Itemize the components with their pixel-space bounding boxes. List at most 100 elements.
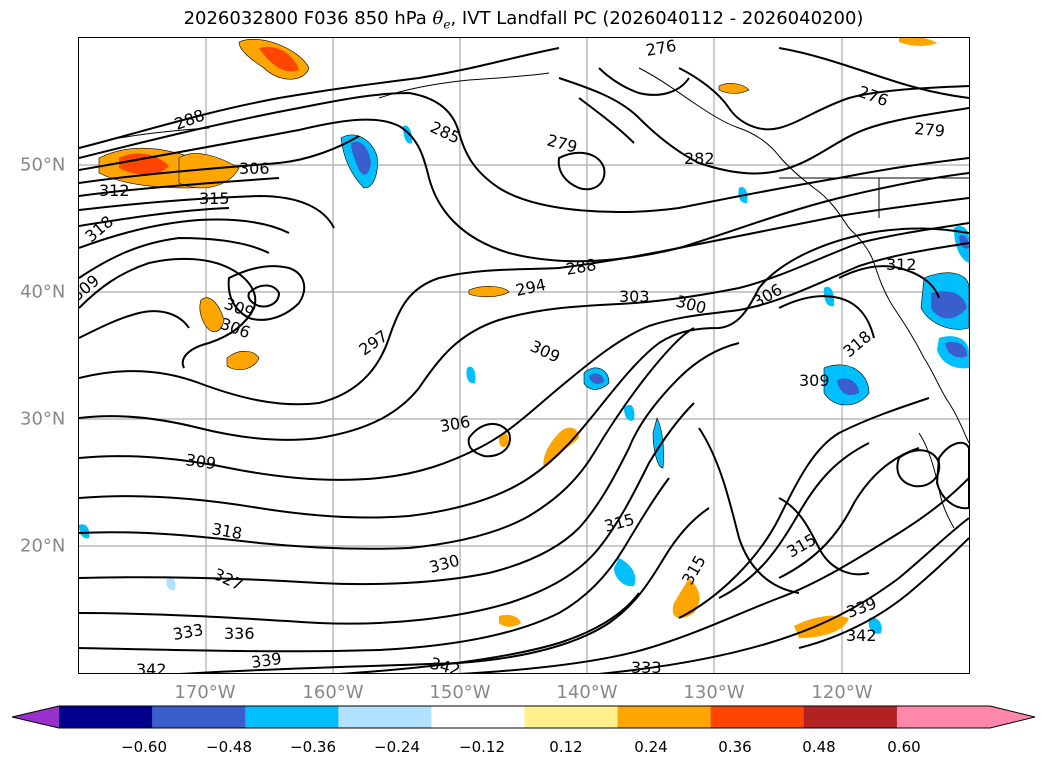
- pc-negative-region: [351, 141, 371, 175]
- colorbar-segment: [431, 706, 525, 728]
- contour-label: 318: [81, 212, 117, 246]
- pc-negative-region: [624, 404, 635, 421]
- pc-positive-region: [468, 286, 510, 298]
- contour-label: 279: [545, 131, 579, 157]
- pc-positive-region: [899, 38, 937, 46]
- colorbar-segment: [617, 706, 712, 728]
- x-tick-label: 130°W: [683, 682, 745, 703]
- colorbar-segment: [59, 706, 153, 728]
- map-title: 2026032800 F036 850 hPa θe, IVT Landfall…: [0, 8, 1047, 32]
- pc-positive-region: [543, 427, 579, 468]
- contour-label: 312: [886, 255, 917, 274]
- pc-negative-region: [589, 373, 604, 384]
- colorbar: [11, 705, 1036, 729]
- colorbar-tick-label: −0.24: [374, 738, 420, 756]
- contour-label: 306: [239, 159, 270, 178]
- contour-label: 342: [428, 654, 462, 674]
- contour-label: 309: [527, 336, 563, 366]
- title-theta-symbol: θ: [432, 8, 444, 29]
- colorbar-tick-label: −0.12: [459, 738, 505, 756]
- pc-positive-region: [226, 350, 260, 371]
- y-tick-label: 20°N: [20, 535, 66, 557]
- contour-label: 312: [99, 181, 130, 200]
- colorbar-tick-label: −0.36: [290, 738, 336, 756]
- pc-negative-region: [931, 291, 967, 319]
- contour-label: 294: [514, 275, 548, 300]
- colorbar-segment: [710, 706, 805, 728]
- colorbar-extend-min: [12, 706, 59, 728]
- colorbar-tick-label: 0.12: [549, 738, 583, 756]
- pc-negative-region: [614, 558, 636, 587]
- colorbar-segment: [152, 706, 246, 728]
- colorbar-tick-label: 0.48: [802, 738, 836, 756]
- colorbar-tick-label: −0.60: [121, 738, 167, 756]
- colorbar-tick-label: 0.24: [634, 738, 668, 756]
- x-tick-label: 150°W: [429, 682, 491, 703]
- pc-negative-region: [868, 617, 882, 634]
- contour-label: 318: [839, 327, 875, 361]
- colorbar-segments: [12, 706, 1035, 728]
- coastlines: [118, 67, 969, 529]
- pc-negative-region: [652, 417, 664, 469]
- x-tick-label: 140°W: [556, 682, 618, 703]
- pc-positive-region: [672, 578, 700, 619]
- map-svg: 276 276 279 279 282 285 288 288 294 297 …: [79, 38, 969, 674]
- contour-label: 330: [427, 551, 461, 577]
- y-tick-label: 30°N: [20, 408, 66, 430]
- title-subscript: e: [443, 17, 451, 32]
- contour-label: 306: [438, 412, 471, 436]
- y-tick-label: 40°N: [20, 281, 66, 303]
- contour-label: 276: [644, 38, 677, 60]
- title-suffix: , IVT Landfall PC (2026040112 - 20260402…: [450, 8, 864, 29]
- contour-label: 333: [171, 620, 204, 644]
- pc-positive-region: [178, 153, 240, 189]
- contour-label: 309: [799, 371, 830, 390]
- contour-label: 339: [250, 649, 283, 672]
- colorbar-segment: [245, 706, 339, 728]
- contour-label: 297: [355, 326, 391, 359]
- contour-label: 309: [184, 450, 217, 473]
- pc-positive-region: [718, 83, 750, 94]
- pc-negative-region: [466, 366, 476, 384]
- pc-negative-region: [166, 576, 176, 591]
- x-tick-label: 170°W: [174, 682, 236, 703]
- pc-positive-region: [794, 615, 849, 638]
- contour-label: 288: [564, 255, 597, 279]
- contour-label: 336: [224, 624, 255, 643]
- pc-negative-region: [837, 378, 859, 396]
- colorbar-outline: [11, 705, 1036, 729]
- contour-label: 285: [427, 117, 463, 147]
- contour-label: 279: [914, 119, 946, 141]
- contour-label: 342: [136, 660, 167, 674]
- contour-label: 276: [856, 82, 891, 110]
- pc-shading: [79, 38, 969, 638]
- pc-negative-region: [945, 342, 967, 358]
- contour-label: 318: [210, 519, 243, 543]
- colorbar-extend-max: [896, 706, 1035, 728]
- x-tick-label: 160°W: [302, 682, 364, 703]
- colorbar-segment: [338, 706, 432, 728]
- colorbar-segment: [803, 706, 898, 728]
- pc-positive-region: [499, 432, 509, 448]
- pc-positive-region: [499, 614, 521, 627]
- contour-label: 315: [199, 189, 230, 208]
- map-panel: 276 276 279 279 282 285 288 288 294 297 …: [79, 38, 969, 674]
- colorbar-tick-label: −0.48: [206, 738, 252, 756]
- contour-label: 315: [602, 510, 636, 536]
- pc-positive-region: [119, 153, 169, 175]
- pc-positive-region: [259, 46, 299, 72]
- colorbar-segment: [524, 706, 619, 728]
- contour-label: 303: [619, 287, 650, 306]
- contour-label: 282: [684, 149, 715, 168]
- contour-label: 327: [210, 564, 246, 594]
- colorbar-tick-label: 0.36: [718, 738, 752, 756]
- contour-label: 342: [846, 626, 877, 645]
- pc-positive-region: [199, 297, 225, 332]
- title-prefix: 2026032800 F036 850 hPa: [183, 8, 433, 29]
- y-tick-label: 50°N: [20, 154, 66, 176]
- contour-label: 333: [631, 658, 662, 674]
- theta-e-contours: [79, 47, 969, 674]
- x-tick-label: 120°W: [811, 682, 873, 703]
- pc-negative-region: [79, 524, 90, 539]
- contour-label: 315: [678, 552, 710, 588]
